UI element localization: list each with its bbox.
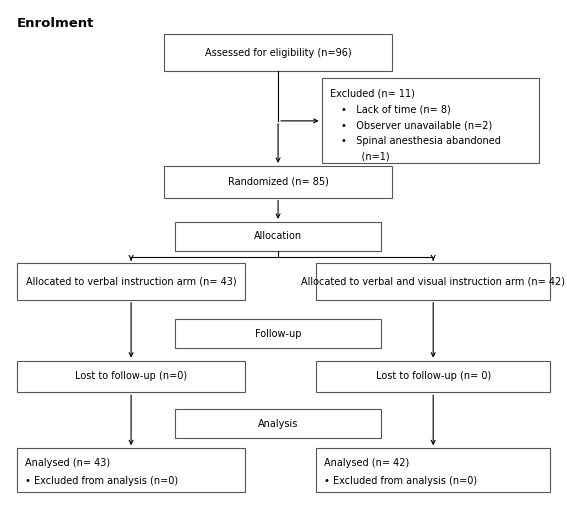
Text: Analysis: Analysis xyxy=(258,419,298,429)
Text: • Excluded from analysis (n=0): • Excluded from analysis (n=0) xyxy=(324,477,477,486)
Text: Follow-up: Follow-up xyxy=(255,329,301,339)
Text: Allocated to verbal instruction arm (n= 43): Allocated to verbal instruction arm (n= … xyxy=(26,276,236,286)
FancyBboxPatch shape xyxy=(316,448,550,492)
FancyBboxPatch shape xyxy=(316,263,550,300)
Text: Lost to follow-up (n= 0): Lost to follow-up (n= 0) xyxy=(375,372,491,381)
Text: Excluded (n= 11): Excluded (n= 11) xyxy=(330,89,414,99)
FancyBboxPatch shape xyxy=(164,34,392,71)
FancyBboxPatch shape xyxy=(17,360,246,392)
Text: •   Lack of time (n= 8): • Lack of time (n= 8) xyxy=(341,104,450,115)
Text: Allocation: Allocation xyxy=(254,232,302,241)
Text: Allocated to verbal and visual instruction arm (n= 42): Allocated to verbal and visual instructi… xyxy=(301,276,565,286)
FancyBboxPatch shape xyxy=(164,166,392,198)
Text: (n=1): (n=1) xyxy=(349,151,390,161)
Text: Analysed (n= 42): Analysed (n= 42) xyxy=(324,458,409,468)
FancyBboxPatch shape xyxy=(17,263,246,300)
Text: Analysed (n= 43): Analysed (n= 43) xyxy=(25,458,110,468)
Text: Assessed for eligibility (n=96): Assessed for eligibility (n=96) xyxy=(205,48,352,58)
Text: •   Spinal anesthesia abandoned: • Spinal anesthesia abandoned xyxy=(341,136,501,146)
Text: • Excluded from analysis (n=0): • Excluded from analysis (n=0) xyxy=(25,477,178,486)
Text: Randomized (n= 85): Randomized (n= 85) xyxy=(227,177,328,187)
Text: Lost to follow-up (n=0): Lost to follow-up (n=0) xyxy=(75,372,187,381)
Text: •   Observer unavailable (n=2): • Observer unavailable (n=2) xyxy=(341,120,492,130)
FancyBboxPatch shape xyxy=(175,409,382,439)
FancyBboxPatch shape xyxy=(175,222,382,251)
FancyBboxPatch shape xyxy=(321,78,539,163)
FancyBboxPatch shape xyxy=(17,448,246,492)
FancyBboxPatch shape xyxy=(316,360,550,392)
FancyBboxPatch shape xyxy=(175,319,382,348)
Text: Enrolment: Enrolment xyxy=(17,17,94,30)
